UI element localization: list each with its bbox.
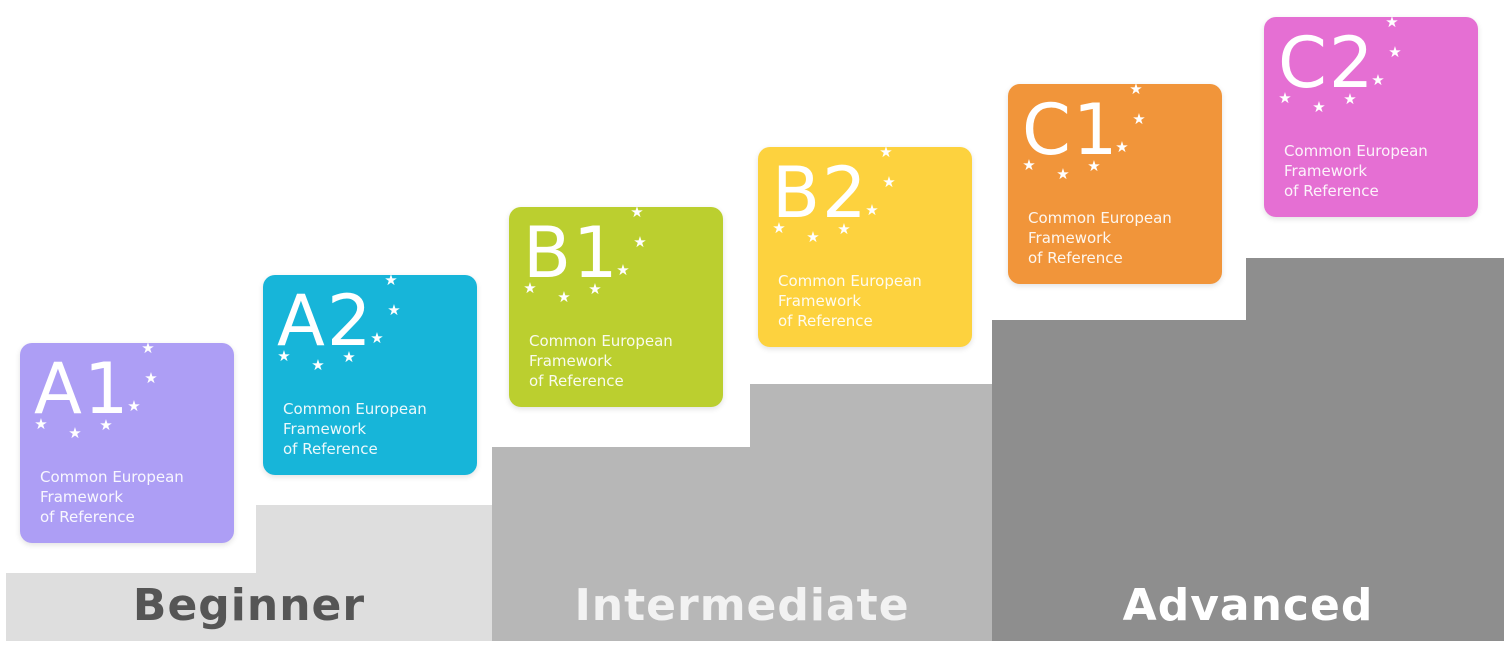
star-icon: ★	[616, 261, 629, 279]
band-label-beginner: Beginner	[132, 580, 366, 631]
caption-line: of Reference	[283, 440, 378, 458]
caption-line: Framework	[529, 352, 613, 370]
star-icon: ★	[523, 279, 536, 297]
star-icon: ★	[1388, 43, 1401, 61]
star-icon: ★	[1087, 157, 1100, 175]
star-icon: ★	[99, 416, 112, 434]
star-icon: ★	[384, 275, 397, 289]
star-icon: ★	[342, 348, 355, 366]
level-caption: Common European Framework of Reference	[778, 271, 922, 331]
star-icon: ★	[141, 343, 154, 357]
caption-line: of Reference	[40, 508, 135, 526]
star-icon: ★	[277, 347, 290, 365]
star-icon: ★	[311, 356, 324, 374]
star-icon: ★	[1115, 138, 1128, 156]
caption-line: Common European	[529, 332, 673, 350]
level-card-a2: A2 Common European Framework of Referenc…	[263, 275, 477, 475]
star-icon: ★	[68, 424, 81, 442]
star-icon: ★	[1022, 156, 1035, 174]
caption-line: of Reference	[529, 372, 624, 390]
level-code: A1	[34, 348, 131, 430]
level-card-a1: A1 Common European Framework of Referenc…	[20, 343, 234, 543]
level-code: B1	[523, 212, 620, 294]
star-icon: ★	[837, 220, 850, 238]
caption-line: Common European	[1028, 209, 1172, 227]
level-card-c1: C1 Common European Framework of Referenc…	[1008, 84, 1222, 284]
star-icon: ★	[34, 415, 47, 433]
level-code: C2	[1278, 22, 1376, 104]
star-arc: ★★★★★★	[1278, 17, 1401, 116]
level-code: C1	[1022, 89, 1120, 171]
band-label-advanced: Advanced	[1122, 580, 1374, 631]
star-icon: ★	[557, 288, 570, 306]
level-caption: Common European Framework of Reference	[1284, 141, 1428, 201]
beginner-step-low	[6, 573, 256, 641]
star-icon: ★	[1129, 84, 1142, 98]
advanced-step-high	[1246, 258, 1504, 641]
star-icon: ★	[630, 207, 643, 221]
caption-line: Framework	[1028, 229, 1112, 247]
star-icon: ★	[127, 397, 140, 415]
star-arc: ★★★★★★	[1022, 84, 1145, 183]
caption-line: of Reference	[778, 312, 873, 330]
star-icon: ★	[806, 228, 819, 246]
level-caption: Common European Framework of Reference	[529, 331, 673, 391]
star-icon: ★	[1056, 165, 1069, 183]
star-icon: ★	[879, 147, 892, 161]
caption-line: of Reference	[1284, 182, 1379, 200]
star-arc: ★★★★★★	[277, 275, 400, 374]
caption-line: Framework	[40, 488, 124, 506]
level-caption: Common European Framework of Reference	[1028, 208, 1172, 268]
star-arc: ★★★★★★	[34, 343, 157, 442]
star-icon: ★	[370, 329, 383, 347]
star-icon: ★	[1132, 110, 1145, 128]
advanced-step-low	[992, 320, 1246, 641]
beginner-step-high	[256, 505, 492, 641]
star-icon: ★	[772, 219, 785, 237]
level-caption: Common European Framework of Reference	[40, 467, 184, 527]
caption-line: Common European	[40, 468, 184, 486]
caption-line: Framework	[283, 420, 367, 438]
star-icon: ★	[1385, 17, 1398, 31]
star-icon: ★	[1312, 98, 1325, 116]
level-card-b1: B1 Common European Framework of Referenc…	[509, 207, 723, 407]
star-icon: ★	[144, 369, 157, 387]
intermediate-step-low	[492, 447, 750, 641]
star-icon: ★	[1371, 71, 1384, 89]
star-icon: ★	[1278, 89, 1291, 107]
star-icon: ★	[588, 280, 601, 298]
star-icon: ★	[882, 173, 895, 191]
caption-line: of Reference	[1028, 249, 1123, 267]
level-caption: Common European Framework of Reference	[283, 399, 427, 459]
intermediate-step-high	[750, 384, 992, 641]
caption-line: Common European	[283, 400, 427, 418]
star-arc: ★★★★★★	[523, 207, 646, 306]
star-icon: ★	[865, 201, 878, 219]
star-arc: ★★★★★★	[772, 147, 895, 246]
caption-line: Common European	[778, 272, 922, 290]
star-icon: ★	[1343, 90, 1356, 108]
caption-line: Common European	[1284, 142, 1428, 160]
star-icon: ★	[633, 233, 646, 251]
level-card-c2: C2 Common European Framework of Referenc…	[1264, 17, 1478, 217]
level-card-b2: B2 Common European Framework of Referenc…	[758, 147, 972, 347]
band-label-intermediate: Intermediate	[574, 580, 910, 631]
caption-line: Framework	[1284, 162, 1368, 180]
caption-line: Framework	[778, 292, 862, 310]
level-code: A2	[277, 280, 374, 362]
star-icon: ★	[387, 301, 400, 319]
level-code: B2	[772, 152, 869, 234]
